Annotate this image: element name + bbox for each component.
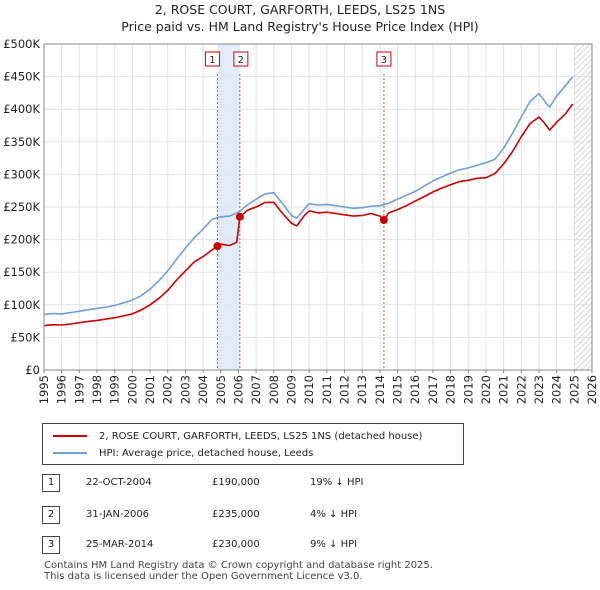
footer-copyright: Contains HM Land Registry data © Crown c…	[44, 560, 433, 571]
x-tick-label: 2012	[338, 375, 352, 404]
transaction-label: 3	[381, 55, 387, 66]
x-tick-label: 2004	[196, 375, 210, 404]
x-tick-label: 1996	[55, 375, 69, 404]
y-tick-label: £50K	[11, 330, 41, 344]
transaction-point	[213, 242, 222, 251]
footer-licence: This data is licensed under the Open Gov…	[44, 571, 363, 582]
price-chart: 1 2 3 £0 £50K £100K £150K £200K £250K £300K £350K…	[3, 37, 599, 404]
x-tick-label: 1999	[108, 375, 122, 404]
x-tick-label: 2017	[426, 375, 440, 404]
x-tick-label: 2025	[567, 375, 581, 404]
x-tick-label: 2024	[550, 375, 564, 404]
x-tick-label: 1995	[37, 375, 51, 404]
transaction-date: 25-MAR-2014	[86, 539, 154, 550]
transaction-label-box	[376, 51, 392, 67]
transaction-label: 1	[209, 55, 215, 66]
transaction-date: 31-JAN-2006	[86, 509, 150, 520]
x-tick-label: 2002	[161, 375, 175, 404]
transaction-date: 22-OCT-2004	[86, 477, 152, 488]
x-tick-label: 2019	[461, 375, 475, 404]
x-tick-label: 2022	[514, 375, 528, 404]
y-tick-label: £300K	[3, 167, 40, 181]
chart-subtitle: Price paid vs. HM Land Registry's House …	[121, 19, 479, 34]
y-tick-label: £500K	[3, 37, 40, 51]
x-tick-label: 2001	[143, 375, 157, 404]
transaction-number-badge: 3	[42, 536, 60, 554]
x-tick-label: 2026	[585, 375, 599, 404]
y-tick-label: £250K	[3, 200, 40, 214]
transaction-point	[379, 216, 388, 225]
x-tick-label: 2005	[214, 375, 228, 404]
transaction-number-badge: 1	[42, 474, 60, 492]
legend-swatch-price	[53, 435, 87, 437]
x-tick-label: 2015	[391, 375, 405, 404]
x-tick-label: 2013	[355, 375, 369, 404]
x-tick-label: 2008	[267, 375, 281, 404]
chart-title: 2, ROSE COURT, GARFORTH, LEEDS, LS25 1NS	[154, 2, 446, 17]
x-tick-label: 2009	[284, 375, 298, 404]
x-tick-label: 2010	[302, 375, 316, 404]
x-tick-label: 2014	[373, 375, 387, 404]
transaction-number-badge: 2	[42, 506, 60, 524]
transaction-hpi-diff: 9% ↓ HPI	[310, 539, 358, 550]
transaction-label-box	[204, 51, 220, 67]
x-tick-label: 2021	[497, 375, 511, 404]
y-tick-label: £0	[25, 363, 40, 377]
x-tick-label: 2007	[249, 375, 263, 404]
transaction-hpi-diff: 19% ↓ HPI	[310, 477, 364, 488]
x-tick-label: 2011	[320, 375, 334, 404]
transaction-price: £190,000	[212, 477, 260, 488]
y-tick-label: £450K	[3, 70, 40, 84]
legend-label-price: 2, ROSE COURT, GARFORTH, LEEDS, LS25 1NS…	[99, 430, 423, 442]
x-tick-label: 2020	[479, 375, 493, 404]
plot-frame	[43, 43, 593, 371]
transaction-point	[235, 212, 244, 221]
y-tick-label: £350K	[3, 135, 40, 149]
transaction-row: 3 25-MAR-2014 £230,000 9% ↓ HPI	[42, 536, 402, 556]
chart-legend: 2, ROSE COURT, GARFORTH, LEEDS, LS25 1NS…	[42, 423, 464, 465]
legend-item-price: 2, ROSE COURT, GARFORTH, LEEDS, LS25 1NS…	[53, 429, 422, 443]
transaction-label-box	[233, 51, 249, 67]
x-tick-label: 1998	[90, 375, 104, 404]
y-tick-label: £200K	[3, 233, 40, 247]
y-tick-label: £150K	[3, 265, 40, 279]
x-tick-label: 1997	[72, 375, 86, 404]
transaction-row: 2 31-JAN-2006 £235,000 4% ↓ HPI	[42, 506, 402, 526]
x-tick-label: 2000	[125, 375, 139, 404]
legend-label-hpi: HPI: Average price, detached house, Leed…	[99, 447, 314, 459]
highlight-band	[217, 44, 240, 370]
y-tick-label: £400K	[3, 102, 40, 116]
x-tick-label: 2016	[408, 375, 422, 404]
forecast-hatch	[574, 44, 592, 370]
x-tick-label: 2018	[444, 375, 458, 404]
x-tick-label: 2003	[178, 375, 192, 404]
legend-swatch-hpi	[53, 452, 87, 454]
x-tick-label: 2023	[532, 375, 546, 404]
legend-item-hpi: HPI: Average price, detached house, Leed…	[53, 446, 313, 460]
transaction-label: 2	[238, 55, 244, 66]
price-series-line	[44, 103, 574, 327]
y-tick-label: £100K	[3, 298, 40, 312]
hpi-series-line	[44, 76, 574, 316]
x-tick-label: 2006	[231, 375, 245, 404]
transaction-price: £230,000	[212, 539, 260, 550]
transaction-hpi-diff: 4% ↓ HPI	[310, 509, 358, 520]
transaction-price: £235,000	[212, 509, 260, 520]
transaction-row: 1 22-OCT-2004 £190,000 19% ↓ HPI	[42, 474, 402, 494]
